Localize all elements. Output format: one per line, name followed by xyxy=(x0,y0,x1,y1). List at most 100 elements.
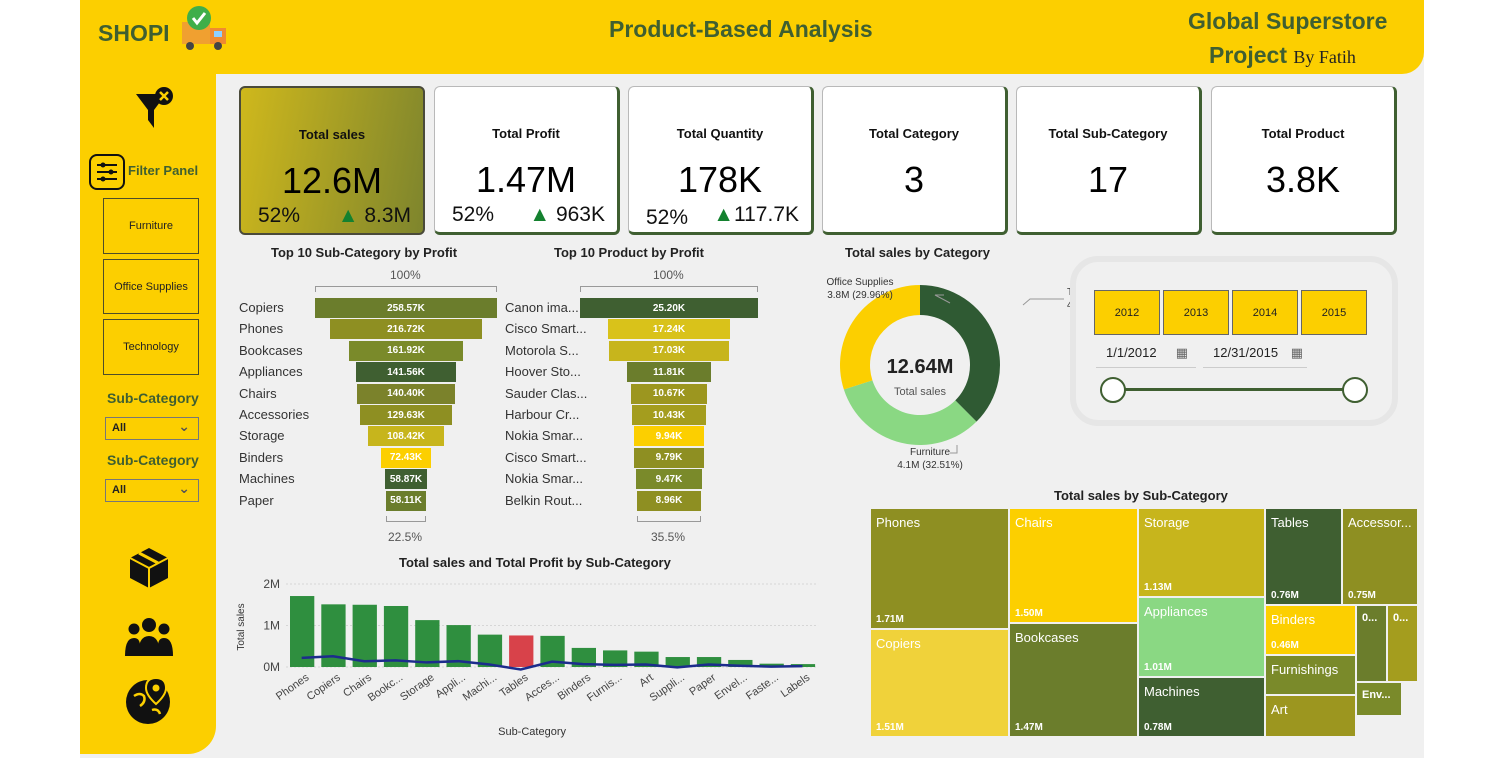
funnel-category-label: Storage xyxy=(239,428,285,444)
treemap-tile[interactable]: Storage 1.13M xyxy=(1138,508,1265,597)
sales-bar xyxy=(415,620,440,667)
category-button-furniture[interactable]: Furniture xyxy=(103,198,199,254)
funnel-bar: 108.42K xyxy=(367,426,445,447)
funnel-top-bracket xyxy=(315,286,497,292)
donut-center-label: Total sales xyxy=(894,386,946,398)
funnel-bar: 140.40K xyxy=(356,383,456,404)
funnel-category-label: Accessories xyxy=(239,407,310,422)
kpi-card-total-sales[interactable]: Total sales 12.6M 52% ▲ 8.3M xyxy=(239,86,425,235)
sales-bar xyxy=(571,647,596,667)
donut-leader-line xyxy=(950,445,958,454)
kpi-card-total-profit[interactable]: Total Profit 1.47M 52% ▲ 963K xyxy=(434,86,620,235)
year-button-2013[interactable]: 2013 xyxy=(1163,290,1229,335)
x-tick-label: Furnis... xyxy=(585,672,624,705)
treemap-tile[interactable]: Accessor... 0.75M xyxy=(1342,508,1418,605)
funnel-category-label: Appliances xyxy=(239,364,303,380)
treemap-tile[interactable]: Chairs 1.50M xyxy=(1009,508,1138,623)
funnel-bar: 129.63K xyxy=(360,405,452,425)
sales-bar xyxy=(477,634,503,667)
treemap-tile-label: Chairs xyxy=(1015,515,1053,530)
kpi-card-total-subcategory[interactable]: Total Sub-Category 17 xyxy=(1016,86,1202,235)
treemap-tile-value: 1.47M xyxy=(1015,722,1043,733)
funnel-bar: 58.87K xyxy=(385,469,427,490)
funnel-category-label: Bookcases xyxy=(239,342,303,358)
treemap-tile[interactable]: Phones 1.71M xyxy=(870,508,1009,629)
funnel-top-percent: 100% xyxy=(653,268,684,282)
treemap-tile[interactable]: Art xyxy=(1265,695,1356,737)
treemap-tile[interactable]: Bookcases 1.47M xyxy=(1009,623,1138,737)
donut-label-value: 4.1M (32.51%) xyxy=(897,460,963,471)
treemap-tile-label: Env... xyxy=(1362,689,1391,701)
kpi-card-total-product[interactable]: Total Product 3.8K xyxy=(1211,86,1397,235)
funnel-bar: 9.79K xyxy=(634,447,704,468)
treemap-tile[interactable]: Tables 0.76M xyxy=(1265,508,1342,605)
kpi-card-total-category[interactable]: Total Category 3 xyxy=(822,86,1008,235)
start-date-input[interactable]: 1/1/2012 ▦ xyxy=(1096,341,1196,368)
donut-label-name: Furniture xyxy=(910,447,950,458)
treemap-tile-label: Binders xyxy=(1271,612,1316,627)
sales-bar xyxy=(665,657,690,667)
treemap-tile-label: Appliances xyxy=(1144,604,1208,619)
funnel-category-label: Cisco Smart... xyxy=(505,321,587,337)
funnel-bar: 8.96K xyxy=(637,490,701,511)
treemap-tile[interactable]: Machines 0.78M xyxy=(1138,677,1265,737)
category-button-office-supplies[interactable]: Office Supplies xyxy=(103,259,199,314)
x-tick-label: Bookc... xyxy=(366,672,405,705)
funnel-bar: 10.67K xyxy=(631,383,707,404)
sales-bar xyxy=(509,635,534,667)
funnel-bottom-percent: 22.5% xyxy=(388,530,423,544)
sales-bar xyxy=(634,651,659,667)
donut-slice-technology[interactable] xyxy=(920,285,1000,422)
product-box-icon[interactable] xyxy=(128,546,170,590)
customers-icon[interactable] xyxy=(124,616,174,658)
treemap-tile[interactable]: Furnishings xyxy=(1265,655,1356,695)
kpi-label: Total Sub-Category xyxy=(1048,126,1168,141)
subcategory-dropdown-1[interactable]: All xyxy=(105,417,199,440)
kpi-value: 1.47M xyxy=(475,159,577,200)
funnel-category-label: Motorola S... xyxy=(505,342,579,358)
clear-filter-icon[interactable] xyxy=(134,84,178,132)
category-button-technology[interactable]: Technology xyxy=(103,319,199,375)
author-credit: By Fatih xyxy=(1293,47,1356,67)
end-date-input[interactable]: 12/31/2015 ▦ xyxy=(1203,341,1307,368)
funnel-category-label: Chairs xyxy=(239,385,277,401)
funnel-bar: 17.24K xyxy=(608,319,730,340)
treemap-tile-label: Machines xyxy=(1144,684,1200,699)
subcategory-dropdown-2[interactable]: All xyxy=(105,479,199,502)
treemap-tile-label: 0... xyxy=(1362,612,1378,624)
date-filter-panel xyxy=(1070,256,1398,426)
date-slider-track[interactable] xyxy=(1113,388,1355,391)
calendar-icon: ▦ xyxy=(1290,345,1303,360)
date-slider-start-handle[interactable] xyxy=(1100,377,1126,403)
kpi-delta: ▲ 963K xyxy=(529,203,605,226)
date-slider-end-handle[interactable] xyxy=(1342,377,1368,403)
treemap-tile[interactable]: Copiers 1.51M xyxy=(870,629,1009,737)
up-arrow-icon: ▲ xyxy=(337,204,365,227)
sales-bar xyxy=(790,664,816,667)
treemap-tile-label: Storage xyxy=(1144,515,1190,530)
treemap-tile[interactable]: Env... xyxy=(1356,682,1402,716)
year-button-2014[interactable]: 2014 xyxy=(1232,290,1298,335)
treemap-tile[interactable]: 0... xyxy=(1387,605,1418,682)
funnel-category-label: Sauder Clas... xyxy=(505,385,588,401)
funnel-bar: 9.47K xyxy=(635,469,703,490)
combo-chart-title: Total sales and Total Profit by Sub-Cate… xyxy=(399,555,671,570)
treemap-tile-label: Art xyxy=(1271,702,1288,717)
map-location-icon[interactable] xyxy=(124,676,172,726)
donut-center-value: 12.64M xyxy=(887,356,954,378)
kpi-percent: 52% xyxy=(646,206,689,229)
year-button-2015[interactable]: 2015 xyxy=(1301,290,1367,335)
filter-panel-icon[interactable] xyxy=(89,154,125,190)
treemap-tile-value: 1.71M xyxy=(876,614,904,625)
treemap-tile[interactable]: 0... xyxy=(1356,605,1387,682)
project-word: Project xyxy=(1209,42,1287,68)
donut-label-name: Office Supplies xyxy=(826,277,893,288)
year-button-2012[interactable]: 2012 xyxy=(1094,290,1160,335)
donut-slice-office-supplies[interactable] xyxy=(840,285,920,390)
treemap-tile[interactable]: Binders 0.46M xyxy=(1265,605,1356,655)
funnel-bar: 25.20K xyxy=(580,298,758,318)
treemap-tile[interactable]: Appliances 1.01M xyxy=(1138,597,1265,677)
donut-slice-furniture[interactable] xyxy=(843,380,977,445)
kpi-card-total-quantity[interactable]: Total Quantity 178K 52% ▲117.7K xyxy=(628,86,814,235)
